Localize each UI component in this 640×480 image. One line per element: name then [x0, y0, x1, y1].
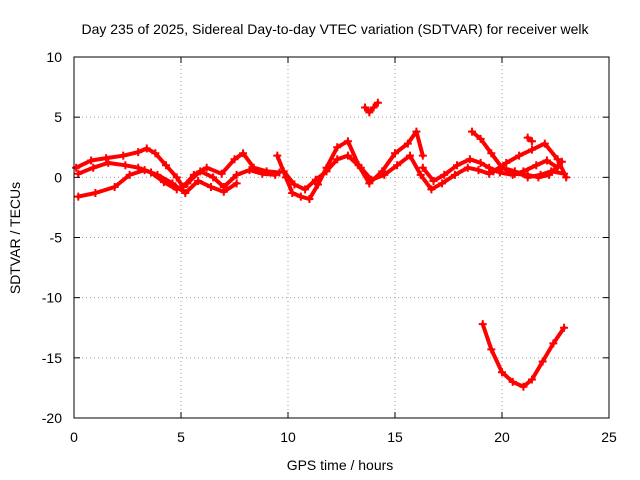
y-tick-label: -20: [42, 410, 62, 426]
x-tick-label: 20: [494, 429, 510, 445]
series-sat-i-line: [363, 100, 380, 115]
series-sat-d-line: [275, 129, 425, 201]
series-sat-h-points: [489, 139, 571, 182]
grid: [74, 57, 609, 418]
series-sat-f-points: [418, 155, 562, 185]
series-sat-b-line: [76, 160, 278, 192]
y-tick-label: -5: [50, 230, 63, 246]
x-tick-label: 0: [70, 429, 78, 445]
y-tick-label: -10: [42, 290, 62, 306]
axis-ticks: 0 5 10 15 20 25 -20 -15 -10 -5 0 5 10: [42, 49, 617, 445]
series-sat-c-points: [74, 166, 241, 201]
data-series: [72, 98, 571, 391]
y-tick-label: 10: [46, 49, 62, 65]
x-tick-label: 25: [601, 429, 617, 445]
series-sat-a-points: [72, 144, 284, 191]
x-tick-label: 15: [387, 429, 403, 445]
chart-title: Day 235 of 2025, Sidereal Day-to-day VTE…: [81, 21, 589, 37]
y-tick-label: 0: [54, 169, 62, 185]
series-sat-k-points: [478, 320, 569, 391]
series-sat-k-line: [480, 322, 567, 389]
x-axis-title: GPS time / hours: [287, 457, 394, 473]
series-sat-j-points: [523, 133, 536, 146]
x-tick-label: 10: [280, 429, 296, 445]
y-tick-label: 5: [54, 109, 62, 125]
y-axis-title: SDTVAR / TECUs: [7, 182, 23, 294]
series-sat-i-points: [361, 98, 382, 117]
series-sat-d-points: [273, 127, 427, 203]
x-tick-label: 5: [177, 429, 185, 445]
y-tick-label: -15: [42, 350, 62, 366]
